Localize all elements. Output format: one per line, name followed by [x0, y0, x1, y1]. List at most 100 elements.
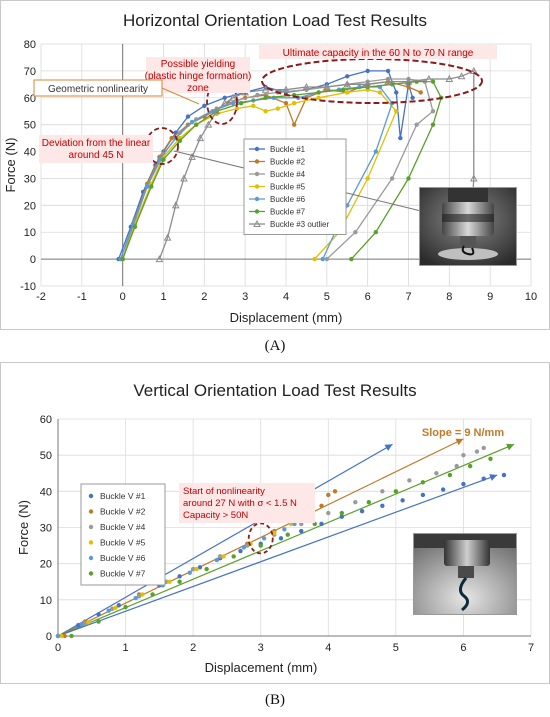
- data-point-buckle-6: [210, 109, 215, 114]
- chart-b-xtick-label: 1: [123, 642, 129, 654]
- data-point-buckle-7: [373, 230, 379, 235]
- trend-arrow: [57, 443, 515, 637]
- data-point-buckle-v-6: [282, 527, 287, 532]
- chart-a-ytick-label: 70: [24, 66, 36, 78]
- data-point-buckle-v-5: [140, 592, 145, 597]
- data-point-buckle-v-1: [339, 514, 344, 519]
- panel-a: Horizontal Orientation Load Test Results…: [0, 0, 550, 330]
- chart-a-ylabel: Force (N): [3, 138, 18, 193]
- chart-a-ytick-label: 50: [24, 120, 36, 132]
- chart-b-svg: 0 10 20 30 40 50 60 0 1 2 3 4 5 6 7 Displacement (mm) Fo…: [16, 414, 534, 675]
- chart-a-ytick-label: 30: [24, 173, 36, 185]
- data-point-buckle-3-outlier: [196, 134, 205, 142]
- legend-label-buckle-v-4: Buckle V #4: [100, 522, 146, 532]
- data-point-buckle-3-outlier: [404, 77, 413, 85]
- data-point-buckle-3-outlier: [204, 120, 213, 128]
- data-point-buckle-v-4: [407, 478, 412, 483]
- data-point-buckle-1: [365, 68, 370, 74]
- data-point-buckle-2: [291, 122, 297, 127]
- chart-a-xlabel: Displacement (mm): [230, 310, 343, 325]
- data-point-buckle-v-2: [62, 633, 67, 639]
- data-point-buckle-4: [389, 176, 395, 181]
- chart-a-xtick-label: 5: [324, 291, 330, 303]
- callout-bg-nonlinearity: [179, 483, 315, 523]
- data-point-buckle-3-outlier: [163, 233, 172, 241]
- data-point-buckle-4: [414, 122, 419, 127]
- legend-marker-buckle-v-1: [88, 493, 94, 499]
- trend-arrow: [57, 443, 393, 637]
- callout-geometric: Geometric nonlinearity: [48, 84, 148, 95]
- callout-ultimate: Ultimate capacity in the 60 N to 70 N ra…: [283, 48, 474, 59]
- data-point-buckle-v-7: [339, 510, 344, 516]
- data-point-buckle-1: [385, 68, 391, 74]
- legend-marker-buckle-4: [254, 171, 260, 177]
- data-point-buckle-v-4: [245, 543, 250, 548]
- data-point-buckle-5: [251, 103, 256, 109]
- data-point-buckle-v-7: [420, 480, 426, 485]
- chart-b-legend: [80, 483, 166, 586]
- legend-marker-buckle-v-7: [88, 571, 94, 576]
- data-point-buckle-6: [144, 184, 150, 189]
- data-point-buckle-v-1: [461, 481, 466, 487]
- chart-a-ytick-label: 0: [30, 254, 36, 266]
- data-point-buckle-v-1: [299, 528, 304, 534]
- data-point-buckle-5: [263, 109, 268, 114]
- data-point-buckle-v-1: [278, 536, 284, 541]
- data-point-buckle-7: [340, 87, 346, 92]
- data-point-buckle-2: [406, 84, 411, 90]
- data-point-buckle-v-6: [106, 608, 111, 613]
- data-point-buckle-v-7: [488, 456, 493, 461]
- data-point-buckle-5: [365, 176, 370, 181]
- data-point-buckle-6: [157, 157, 162, 162]
- callout-nonlinearity: Start of nonlinearity around 27 N with σ …: [183, 486, 297, 521]
- data-point-buckle-5: [316, 95, 321, 100]
- data-point-buckle-v-1: [177, 574, 182, 579]
- data-point-buckle-v-7: [258, 543, 263, 548]
- data-point-buckle-3-outlier: [457, 72, 466, 80]
- data-point-buckle-3-outlier: [261, 85, 270, 93]
- chart-a-ytick-label: 60: [24, 93, 36, 105]
- data-point-buckle-v-1: [359, 509, 365, 514]
- data-point-buckle-2: [283, 100, 289, 106]
- data-point-buckle-v-1: [197, 565, 203, 570]
- legend-label-buckle-3-outlier: Buckle #3 outlier: [270, 220, 329, 229]
- chart-b-ytick-label: 20: [40, 559, 52, 571]
- chart-a-title: Horizontal Orientation Load Test Results: [123, 11, 427, 30]
- chart-b-ytick-label: 40: [40, 486, 52, 498]
- legend-label-buckle-7: Buckle #7: [270, 208, 306, 217]
- panel-b: Vertical Orientation Load Test Results 0…: [0, 362, 550, 684]
- data-point-buckle-7: [177, 138, 183, 143]
- data-point-buckle-4: [255, 92, 260, 98]
- legend-label-buckle-v-6: Buckle V #6: [100, 553, 146, 563]
- data-point-buckle-v-7: [366, 499, 372, 505]
- data-point-buckle-v-2: [326, 492, 331, 498]
- legend-marker-buckle-v-4: [88, 524, 94, 530]
- legend-label-buckle-1: Buckle #1: [270, 145, 306, 154]
- chart-a-xtick-label: 2: [201, 291, 207, 303]
- data-point-buckle-v-4: [461, 452, 466, 458]
- chart-a-xtick-label: 10: [525, 291, 537, 303]
- data-point-buckle-3-outlier: [220, 99, 229, 107]
- legend-marker-buckle-2: [254, 159, 260, 164]
- data-point-buckle-v-1: [420, 492, 426, 498]
- data-point-buckle-v-4: [190, 566, 196, 572]
- chart-a-ytick-label: -10: [20, 281, 36, 293]
- data-point-buckle-v-7: [150, 592, 155, 597]
- data-point-buckle-v-7: [285, 532, 290, 537]
- data-point-buckle-v-7: [123, 604, 128, 610]
- data-point-buckle-3-outlier: [188, 152, 196, 160]
- chart-a-xtick-label: 6: [365, 291, 371, 303]
- data-point-buckle-3-outlier: [155, 255, 164, 263]
- data-point-buckle-3-outlier: [282, 85, 290, 93]
- data-point-buckle-v-6: [261, 536, 267, 541]
- data-point-buckle-3-outlier: [469, 66, 478, 74]
- data-point-buckle-v-7: [204, 566, 209, 572]
- data-point-buckle-v-1: [481, 476, 486, 481]
- data-point-buckle-v-4: [353, 499, 358, 505]
- data-point-buckle-v-6: [241, 545, 247, 550]
- data-point-buckle-2: [169, 135, 174, 141]
- chart-a-ytick-label: 80: [24, 39, 36, 51]
- data-point-buckle-v-5: [221, 554, 226, 559]
- data-point-buckle-v-6: [55, 633, 61, 639]
- data-point-buckle-4: [353, 230, 358, 235]
